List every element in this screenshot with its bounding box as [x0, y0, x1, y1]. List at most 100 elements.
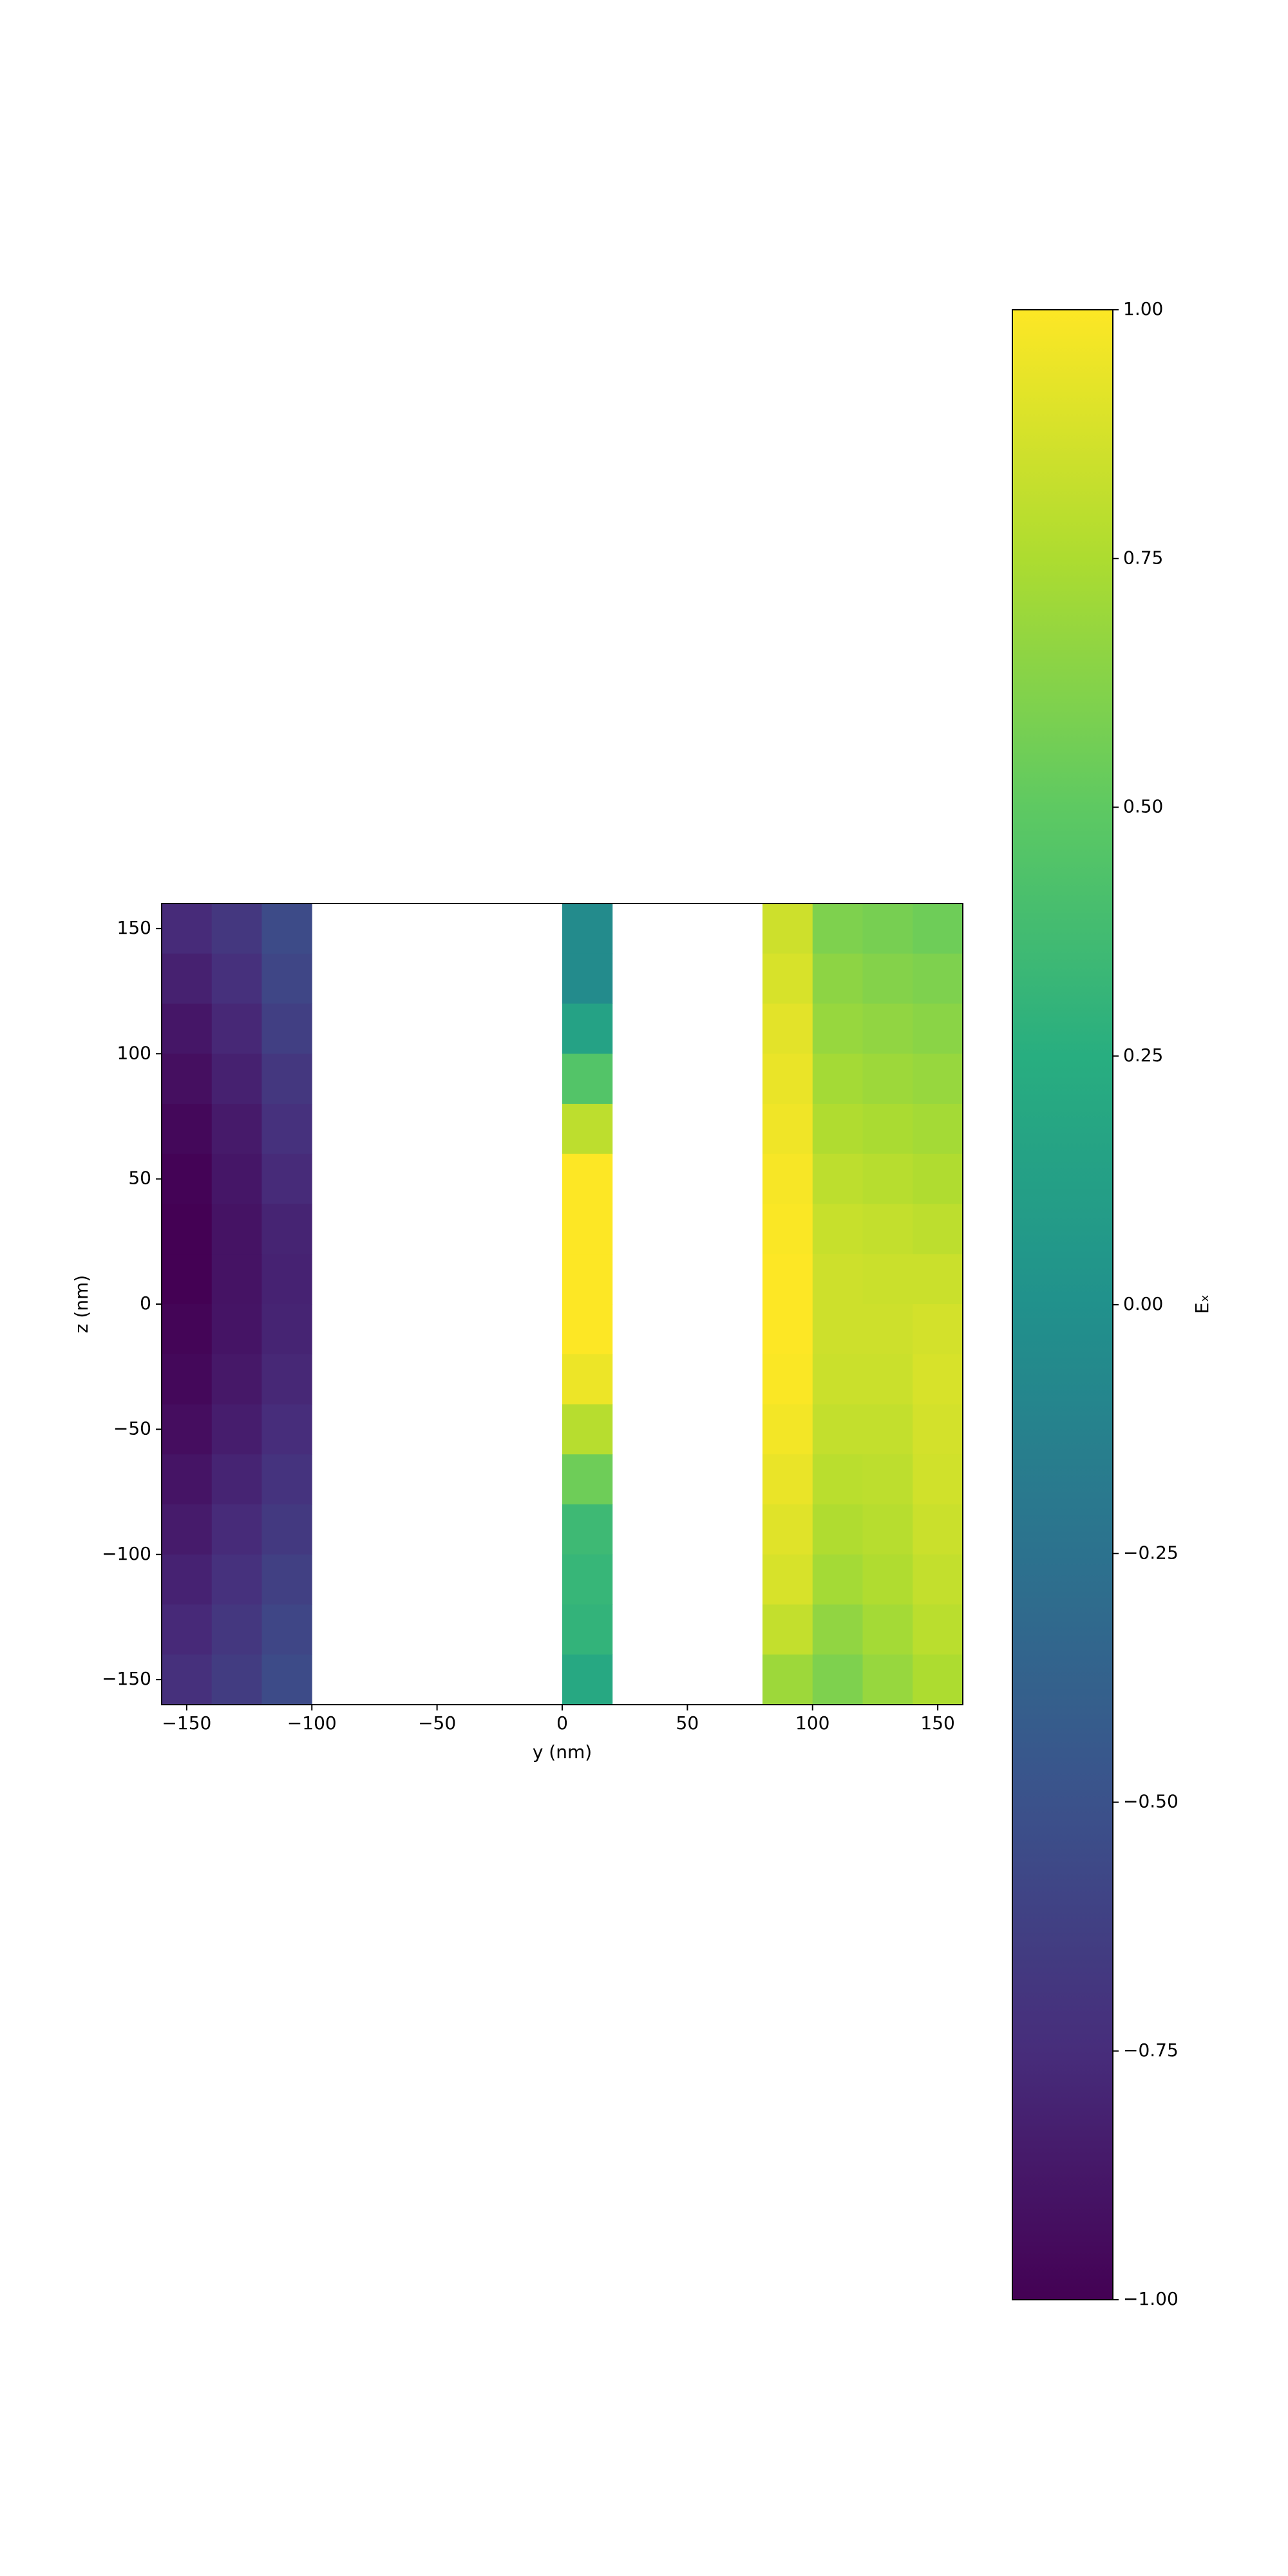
heatmap-cell [862, 1654, 913, 1705]
heatmap-cell [261, 1454, 312, 1505]
heatmap-cell [812, 1604, 863, 1655]
heatmap-cell [812, 1654, 863, 1705]
heatmap-cell [162, 1003, 213, 1054]
heatmap-cell [261, 904, 312, 954]
heatmap-cell [913, 1504, 963, 1555]
colorbar-tick-label: 0.50 [1123, 796, 1163, 817]
heatmap-cell [862, 1054, 913, 1104]
heatmap-cell [862, 1003, 913, 1054]
x-tick-label: −50 [418, 1712, 456, 1734]
heatmap-cell [862, 953, 913, 1004]
heatmap-cell [812, 1003, 863, 1054]
heatmap-cell [862, 1404, 913, 1455]
heatmap-cell [562, 1604, 613, 1655]
colorbar-tick-label: −0.25 [1123, 1542, 1179, 1563]
heatmap-cell [862, 1104, 913, 1155]
colorbar-tick-label: 0.75 [1123, 547, 1163, 568]
colorbar-tick-label: 1.00 [1123, 298, 1163, 319]
heatmap-cell [562, 1554, 613, 1605]
heatmap-cell [261, 1204, 312, 1255]
heatmap-cell [562, 1153, 613, 1204]
heatmap-cell [862, 1254, 913, 1305]
heatmap-cell [762, 1404, 813, 1455]
heatmap-cell [812, 1204, 863, 1255]
heatmap-cell [913, 1354, 963, 1405]
heatmap-cell [862, 904, 913, 954]
heatmap-cell [913, 1404, 963, 1455]
heatmap-cell [812, 1504, 863, 1555]
x-tick-label: 0 [556, 1712, 568, 1734]
heatmap-cell [762, 1504, 813, 1555]
heatmap-cell [862, 1454, 913, 1505]
y-tick-label: −150 [102, 1668, 151, 1689]
heatmap-cell [162, 953, 213, 1004]
heatmap-cell [211, 1153, 262, 1204]
heatmap-cell [261, 1554, 312, 1605]
heatmap-cell [162, 1604, 213, 1655]
heatmap-cell [562, 953, 613, 1004]
heatmap-cell [862, 1153, 913, 1204]
heatmap-cell [762, 1003, 813, 1054]
heatmap-cell [762, 1354, 813, 1405]
heatmap-cell [562, 1204, 613, 1255]
y-tick-label: 50 [128, 1168, 151, 1189]
heatmap-cell [762, 1604, 813, 1655]
heatmap-cell [812, 1404, 863, 1455]
heatmap-cell [812, 1554, 863, 1605]
heatmap-cell [562, 1354, 613, 1405]
heatmap-cell [862, 1504, 913, 1555]
heatmap-cell [211, 1554, 262, 1605]
colorbar [1012, 309, 1113, 2300]
heatmap-cell [261, 1654, 312, 1705]
heatmap-cell [162, 1454, 213, 1505]
x-tick-label: −150 [162, 1712, 211, 1734]
heatmap-cell [162, 1254, 213, 1305]
colorbar-tick-label: 0.00 [1123, 1293, 1163, 1314]
x-tick-label: 150 [920, 1712, 954, 1734]
heatmap-cell [162, 1654, 213, 1705]
heatmap-cell [913, 1604, 963, 1655]
heatmap-cell [913, 1204, 963, 1255]
heatmap-cell [211, 1354, 262, 1405]
heatmap-cell [261, 1404, 312, 1455]
heatmap-cell [862, 1304, 913, 1355]
heatmap-cell [812, 904, 863, 954]
colorbar-label: Eₓ [1191, 1294, 1213, 1314]
heatmap-cell [812, 953, 863, 1004]
heatmap-cell [211, 1054, 262, 1104]
heatmap-cell [913, 953, 963, 1004]
heatmap-cell [162, 1504, 213, 1555]
heatmap-cell [862, 1554, 913, 1605]
heatmap-cell [162, 1304, 213, 1355]
heatmap-cell [162, 1104, 213, 1155]
x-tick-label: 50 [676, 1712, 699, 1734]
heatmap-cell [762, 1153, 813, 1204]
heatmap-cell [762, 1104, 813, 1155]
heatmap-cell [812, 1454, 863, 1505]
heatmap-cell [261, 953, 312, 1004]
heatmap-cell [162, 1554, 213, 1605]
heatmap-cell [162, 1404, 213, 1455]
heatmap-cell [812, 1254, 863, 1305]
heatmap-cell [762, 953, 813, 1004]
y-tick-label: −100 [102, 1543, 151, 1564]
heatmap-cell [762, 1454, 813, 1505]
heatmap-cell [211, 1454, 262, 1505]
heatmap-cell [812, 1354, 863, 1405]
heatmap-cell [211, 1504, 262, 1555]
y-tick-label: 0 [140, 1293, 151, 1314]
heatmap-cell [562, 1104, 613, 1155]
heatmap-cell [862, 1604, 913, 1655]
heatmap-cell [913, 1454, 963, 1505]
heatmap-cell [162, 1204, 213, 1255]
y-axis-label: z (nm) [71, 1275, 92, 1333]
heatmap-cell [261, 1604, 312, 1655]
heatmap-cell [211, 1204, 262, 1255]
heatmap-cell [261, 1104, 312, 1155]
x-tick-label: −100 [287, 1712, 337, 1734]
heatmap-cell [913, 1554, 963, 1605]
heatmap-cell [562, 1454, 613, 1505]
heatmap-cell [913, 1254, 963, 1305]
heatmap-cell [261, 1354, 312, 1405]
heatmap-cell [862, 1204, 913, 1255]
